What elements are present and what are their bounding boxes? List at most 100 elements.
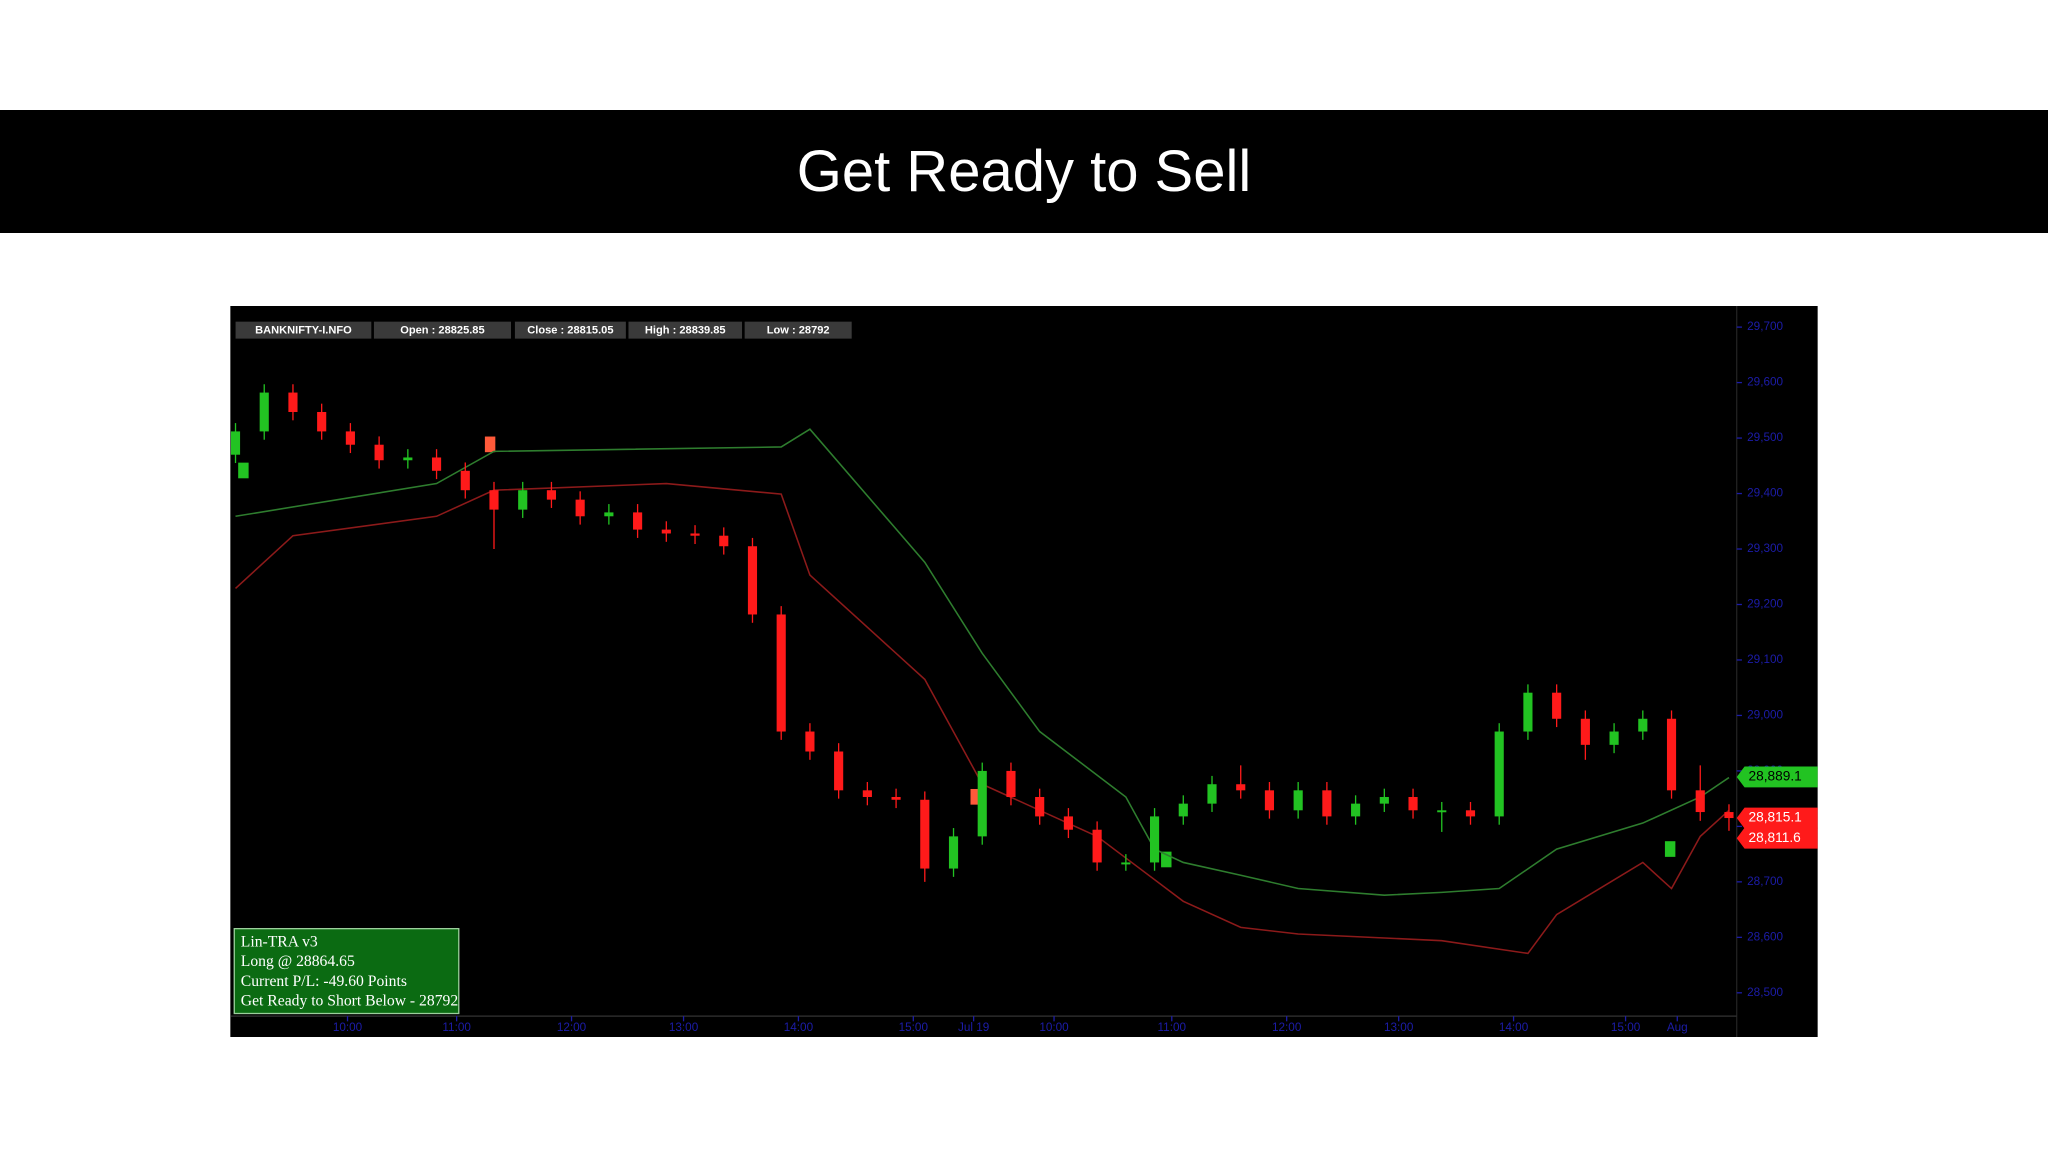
candle-body [776,614,786,732]
info-line: Lin-TRA v3 [241,934,318,951]
sell-signal [970,788,981,805]
header-text: High : 28839.85 [645,325,726,337]
candle-body [661,529,671,534]
candle-body [1149,816,1160,863]
candle-body [1121,862,1131,865]
candle-body [1724,812,1734,819]
chart: 28,50028,60028,70028,80028,90029,00029,1… [230,306,1818,1037]
candle-body [633,512,643,530]
candle-body [546,490,557,500]
info-box [233,928,460,1015]
sell-signal [484,436,496,453]
candle-body [1293,790,1303,811]
slide-title: Get Ready to Sell [796,139,1252,204]
price-tag [1736,807,1818,829]
candle-body [317,411,327,432]
price-tag-label: 28,889.1 [1748,769,1801,784]
header-pill [628,321,743,339]
candle-body [1408,796,1418,811]
y-tick-label: 29,600 [1747,376,1783,389]
y-tick-label: 28,500 [1747,986,1783,999]
candle-body [805,731,815,752]
candle-body [1465,810,1476,817]
candle-body [230,431,241,455]
candle-body [1351,803,1361,817]
info-line: Current P/L: -49.60 Points [241,973,407,990]
y-tick-label: 29,400 [1747,487,1783,500]
candle-body [1207,784,1217,804]
buy-signal [1161,851,1172,868]
y-tick-label: 29,700 [1747,320,1783,333]
candle-body [1178,803,1188,817]
x-tick-label: 14:00 [1499,1021,1529,1034]
candle-body [1264,790,1275,811]
x-tick-label: Aug [1667,1021,1688,1034]
candle-body [1609,731,1619,745]
y-tick-label: 28,700 [1747,875,1783,888]
x-tick-label: 15:00 [1611,1021,1641,1034]
candle-body [1063,816,1073,830]
x-tick-label: 10:00 [1039,1021,1069,1034]
title-band [0,110,2048,233]
x-tick-label: Jul 19 [958,1021,989,1034]
candle-body [259,392,269,432]
candle-body [1092,829,1102,863]
buy-signal [1664,841,1676,857]
candle-body [288,392,298,412]
candle-body [345,431,355,445]
info-line: Long @ 28864.65 [241,953,355,970]
price-tag [1736,766,1818,788]
x-tick-label: 13:00 [669,1021,699,1034]
header-pill [373,321,511,339]
x-tick-label: 11:00 [1158,1021,1187,1034]
candle-body [1236,784,1246,791]
candle-body [575,499,585,517]
candle-body [431,457,442,471]
y-tick-label: 29,200 [1747,598,1783,611]
header-pill [235,321,372,339]
price-tag-label: 28,811.6 [1748,830,1801,845]
header-text: Close : 28815.05 [527,325,613,337]
y-tick-label: 29,500 [1747,431,1783,444]
candle-body [1552,692,1562,719]
candle-body [977,770,987,837]
candle-body [862,790,872,797]
candle-body [690,533,700,536]
candle-body [1035,796,1045,817]
candle-body [489,490,499,510]
candle-body [719,535,729,547]
header-text: Low : 28792 [767,325,830,337]
candle-body [460,470,470,491]
candle-body [1379,796,1389,804]
signal-markers [238,436,1676,868]
candle-body [747,546,758,615]
candle-body [1523,692,1533,732]
candle-body [891,796,901,800]
candle-body [1638,718,1648,732]
candle-body [948,836,959,869]
header-text: BANKNIFTY-I.NFO [255,325,352,337]
y-tick-label: 29,300 [1747,542,1783,555]
candle-body [1695,790,1705,813]
x-tick-label: 14:00 [784,1021,814,1034]
y-tick-label: 28,600 [1747,930,1783,943]
x-tick-label: 12:00 [557,1021,587,1034]
candle-body [1666,718,1677,791]
x-tick-label: 10:00 [333,1021,363,1034]
header-pill [744,321,852,339]
y-tick-label: 29,100 [1747,653,1783,666]
band-line [235,428,1730,896]
x-tick-label: 11:00 [442,1021,471,1034]
candle-body [374,444,384,461]
candle-body [1494,731,1504,817]
header-text: Open : 28825.85 [400,325,484,337]
candle-body [834,751,844,791]
candle-body [1322,790,1332,817]
candle-body [1580,718,1590,745]
chart-background [230,306,1818,1037]
info-line: Get Ready to Short Below - 28792 [241,992,458,1009]
header-pill [514,321,626,339]
candle-body [1437,810,1447,813]
x-tick-label: 12:00 [1272,1021,1302,1034]
